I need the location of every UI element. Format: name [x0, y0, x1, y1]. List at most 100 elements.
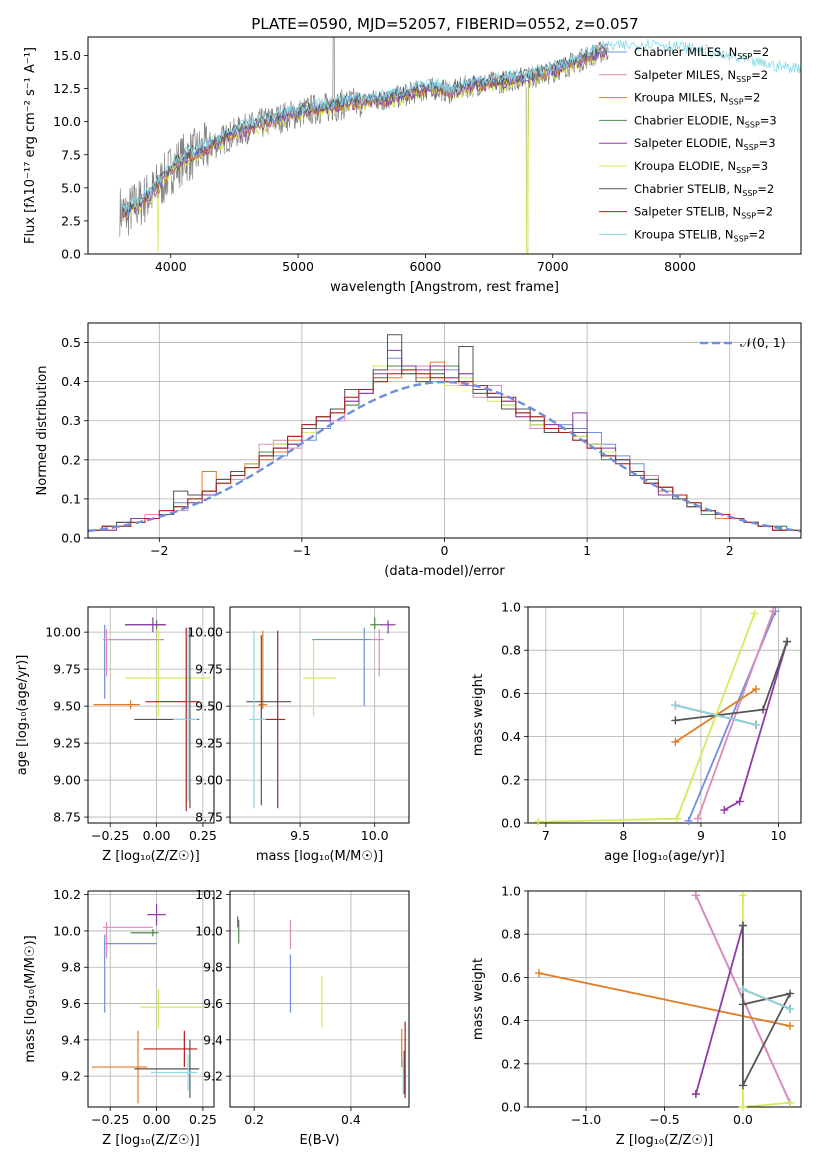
weight-marker-chab_stelib	[738, 1000, 747, 1009]
y-tick-label: 0.0	[501, 1100, 521, 1115]
x-tick-label: 5000	[282, 259, 314, 274]
weight-marker-salp_miles	[693, 814, 702, 823]
legend-label-suffix: =3	[760, 113, 777, 127]
weight-marker-chab_stelib	[738, 1081, 747, 1090]
observed-spectrum	[119, 37, 607, 254]
weight-marker-krou_elodie	[750, 609, 759, 618]
y-tick-label: 5.0	[61, 180, 81, 195]
y-tick-label: 10.0	[53, 114, 81, 129]
weight-line-salp_miles	[696, 610, 774, 820]
legend-label: Chabrier ELODIE, NSSP=3	[634, 113, 777, 129]
legend-label-suffix: =3	[759, 136, 776, 150]
y-axis-label: Flux [fλ10⁻¹⁷ erg cm⁻² s⁻¹ A⁻¹]	[23, 47, 38, 244]
weight-line-krou_miles	[538, 972, 791, 1027]
y-tick-label: 0.3	[61, 413, 81, 428]
y-tick-label: 0.2	[501, 772, 521, 787]
x-tick-label: 7	[542, 828, 550, 843]
legend-label-suffix: =2	[752, 45, 769, 59]
x-tick-label: 0.25	[189, 1112, 217, 1127]
legend-label-suffix: =3	[751, 159, 768, 173]
model-spectrum-krou_elodie	[122, 52, 609, 254]
legend-label-main: Salpeter MILES, N	[634, 68, 736, 82]
x-tick-label: 8000	[664, 259, 696, 274]
weight-marker-krou_miles	[534, 969, 543, 978]
y-tick-label: 9.4	[61, 1032, 81, 1047]
legend-label-main: Salpeter ELODIE, N	[634, 136, 744, 150]
weight-marker-chab_stelib	[786, 989, 795, 998]
y-tick-label: 0.0	[501, 816, 521, 831]
y-tick-label: 10.0	[195, 923, 223, 938]
legend-label-sub: SSP	[741, 212, 756, 221]
plot-area-age_vs_Z	[93, 617, 211, 812]
axes-weight_vs_age: 7 8 9 10 0.0 0.2 0.4 0.6 0.8 1.0 age [log₁₀(age/yr…	[471, 600, 802, 864]
weight-marker-krou_elodie	[738, 1103, 747, 1111]
weight-marker-krou_elodie	[786, 1098, 795, 1107]
x-tick-label: 1	[583, 543, 591, 558]
y-tick-label: 0.6	[501, 686, 521, 701]
legend-label-main: Kroupa ELODIE, N	[634, 159, 736, 173]
legend-label-main: Chabrier ELODIE, N	[634, 113, 745, 127]
y-tick-label: 9.50	[195, 699, 223, 714]
legend-label-sub: SSP	[729, 98, 744, 107]
x-tick-label: 6000	[409, 259, 441, 274]
plot-area-mass_vs_ebv	[237, 916, 406, 1098]
y-axis-label: mass weight	[471, 674, 486, 756]
y-tick-label: 10.2	[53, 887, 81, 902]
x-tick-label: 0.00	[143, 1112, 171, 1127]
weight-marker-krou_elodie	[672, 814, 681, 823]
legend-label: Kroupa ELODIE, NSSP=3	[634, 159, 768, 175]
axes-age_vs_mass: 9.5 10.0 8.75 9.00 9.25 9.50 9.75 10.00 mass [lo…	[187, 606, 410, 864]
weight-line-krou_elodie	[742, 895, 791, 1107]
axes-frame	[229, 890, 410, 1108]
weight-line-krou_stelib	[675, 704, 757, 726]
weight-marker-krou_stelib	[671, 701, 680, 710]
x-tick-label: −0.5	[649, 1112, 679, 1127]
y-tick-label: 10.0	[53, 923, 81, 938]
y-tick-label: 9.2	[203, 1069, 223, 1084]
y-tick-label: 9.2	[61, 1069, 81, 1084]
x-axis-label: wavelength [Angstrom, rest frame]	[330, 280, 559, 295]
x-tick-label: 0.2	[244, 1112, 264, 1127]
weight-line-krou_elodie	[538, 613, 756, 823]
weight-marker-salp_elodie	[720, 806, 729, 815]
axes-residuals: −2 −1 0 1 2 0.0 0.1 0.2 0.3 0.4 0.5 (data-model)/er…	[35, 322, 802, 579]
legend-label-suffix: =2	[749, 227, 766, 241]
y-axis-label: mass weight	[471, 958, 486, 1040]
x-tick-label: 8	[619, 828, 627, 843]
plot-area-age_vs_mass	[246, 617, 396, 809]
x-tick-label: 2	[726, 543, 734, 558]
weight-marker-salp_miles	[769, 607, 778, 616]
weight-marker-krou_miles	[752, 685, 761, 694]
y-tick-label: 2.5	[61, 213, 81, 228]
y-tick-label: 1.0	[501, 600, 521, 615]
legend-label-main: Chabrier MILES, N	[634, 45, 737, 59]
legend-label: Kroupa MILES, NSSP=2	[634, 91, 760, 107]
y-tick-label: 0.8	[501, 643, 521, 658]
y-tick-label: 0.0	[61, 247, 81, 262]
plot-area-weight_vs_age	[538, 610, 788, 823]
x-tick-label: 9.5	[290, 828, 310, 843]
weight-marker-krou_miles	[786, 1022, 795, 1030]
legend-label: 𝒩(0, 1)	[740, 335, 786, 350]
normal-curve	[88, 380, 801, 533]
y-tick-label: 9.8	[203, 960, 223, 975]
y-tick-label: 0.2	[501, 1056, 521, 1071]
axes-frame	[527, 606, 802, 824]
y-tick-label: 8.75	[195, 810, 223, 825]
x-tick-label: −0.25	[91, 828, 129, 843]
y-tick-label: 10.2	[195, 887, 223, 902]
y-tick-label: 9.50	[53, 699, 81, 714]
weight-marker-chab_stelib	[738, 921, 747, 930]
axes-frame	[87, 606, 215, 824]
weight-line-krou_stelib	[742, 988, 791, 1010]
legend-label-suffix: =2	[751, 68, 768, 82]
x-tick-label: −2	[150, 543, 168, 558]
x-tick-label: 0	[441, 543, 449, 558]
plot-area-spectrum	[119, 37, 801, 254]
model-spectrum-chab_stelib	[122, 43, 609, 217]
legend-label-sub: SSP	[737, 52, 752, 61]
legend-label-main: Chabrier STELIB, N	[634, 182, 742, 196]
y-tick-label: 0.1	[61, 491, 81, 506]
x-tick-label: 0.25	[189, 828, 217, 843]
residual-legend: 𝒩(0, 1)	[700, 335, 786, 350]
